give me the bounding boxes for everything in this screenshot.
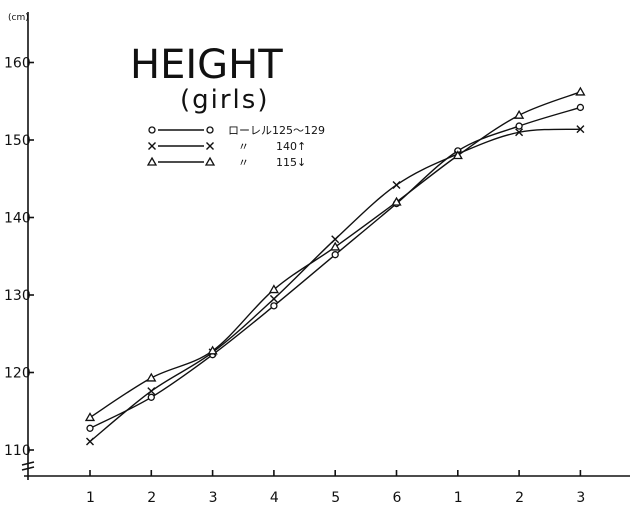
- data-point-x-stroke: [206, 142, 214, 150]
- data-point-circle: [270, 302, 278, 310]
- y-axis-break: [21, 461, 35, 471]
- series-triangle: [84, 86, 586, 422]
- data-point-x-stroke: [147, 387, 156, 396]
- x-tick-label: 5: [331, 490, 340, 506]
- data-point-x: [147, 387, 156, 396]
- legend-label: ローレル125〜129: [228, 124, 325, 137]
- data-point-x-stroke: [148, 142, 156, 150]
- series-x: [86, 125, 585, 446]
- y-tick-label: 150: [4, 133, 31, 149]
- series-line-x: [89, 128, 581, 443]
- y-tick-label: 160: [4, 56, 31, 72]
- y-tick-label: 120: [4, 366, 31, 382]
- data-point-x-stroke: [86, 437, 94, 446]
- data-point-x: [206, 142, 214, 150]
- data-point-x-stroke: [576, 125, 585, 134]
- chart-title: HEIGHT: [130, 42, 283, 88]
- legend-ditto: 〃: [238, 156, 249, 169]
- data-point-triangle: [146, 372, 157, 382]
- data-point-x: [331, 235, 340, 244]
- legend-item: ローレル125〜129: [148, 124, 325, 137]
- data-point-triangle: [575, 86, 586, 96]
- chart-subtitle: (girls): [180, 85, 269, 115]
- data-point-triangle: [146, 156, 158, 166]
- legend-item: 〃 140↑: [148, 140, 306, 153]
- data-point-x-stroke: [392, 180, 401, 189]
- data-point-x: [148, 142, 156, 150]
- axes: [21, 12, 630, 480]
- data-point-triangle: [452, 150, 463, 160]
- data-point-triangle: [84, 412, 96, 422]
- legend-ditto: 〃: [238, 140, 249, 153]
- data-point-triangle: [330, 241, 341, 251]
- data-point-triangle: [207, 345, 218, 355]
- data-point-x-stroke: [269, 294, 278, 303]
- legend-label: 115↓: [276, 156, 306, 169]
- data-point-x: [576, 125, 585, 134]
- y-tick-label: 130: [4, 288, 31, 304]
- legend: ローレル125〜129 〃 140↑ 〃 115↓: [146, 124, 325, 169]
- data-point-triangle: [513, 109, 525, 119]
- x-tick-label: 1: [86, 490, 95, 506]
- x-tick-label: 3: [576, 490, 585, 506]
- series-circle: [86, 103, 585, 432]
- data-point-x-stroke: [515, 128, 524, 137]
- series-group: [84, 86, 586, 446]
- legend-item: 〃 115↓: [146, 156, 306, 169]
- series-line-circle: [89, 106, 581, 429]
- legend-label: 140↑: [276, 140, 306, 153]
- y-ticks: 110 120 130 140 150 160: [4, 56, 34, 459]
- y-tick-label: 110: [4, 443, 31, 459]
- x-tick-label: 2: [515, 490, 524, 506]
- data-point-circle: [515, 122, 523, 130]
- data-point-x: [269, 294, 278, 303]
- x-tick-label: 4: [270, 490, 279, 506]
- x-tick-label: 2: [147, 490, 156, 506]
- y-axis-unit: (cm): [8, 13, 29, 23]
- data-point-x: [392, 180, 401, 189]
- x-tick-label: 6: [393, 490, 402, 506]
- data-point-circle: [206, 126, 214, 134]
- data-point-triangle: [391, 196, 402, 206]
- data-point-triangle: [204, 156, 216, 166]
- x-tick-label: 1: [454, 490, 463, 506]
- data-point-circle: [86, 424, 94, 432]
- data-point-x: [515, 128, 524, 137]
- data-point-triangle: [268, 284, 280, 294]
- data-point-circle: [148, 126, 156, 134]
- data-point-circle: [576, 103, 585, 112]
- x-ticks: 1 2 3 4 5 6 1 2 3: [86, 470, 585, 506]
- data-point-x-stroke: [331, 235, 340, 244]
- data-point-circle: [147, 393, 155, 401]
- x-tick-label: 3: [209, 490, 218, 506]
- y-tick-label: 140: [4, 211, 31, 227]
- data-point-x: [86, 437, 94, 446]
- data-point-circle: [331, 251, 339, 259]
